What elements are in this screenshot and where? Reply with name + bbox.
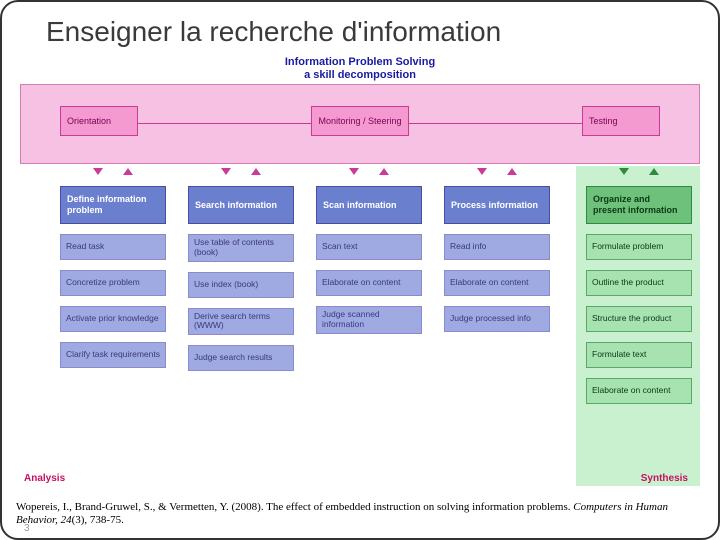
sub-box: Read task [60, 234, 166, 260]
synthesis-label: Synthesis [641, 473, 688, 484]
citation: Wopereis, I., Brand-Gruwel, S., & Vermet… [16, 501, 704, 529]
sub-box: Scan text [316, 234, 422, 260]
sub-box: Use index (book) [188, 272, 294, 298]
reg-connector [138, 123, 311, 124]
arrow-down-icon [93, 168, 103, 175]
sub-box: Judge search results [188, 345, 294, 371]
sub-box: Clarify task requirements [60, 342, 166, 368]
phase-columns: Define information problem Read task Con… [60, 186, 692, 404]
arrows [444, 168, 550, 175]
diagram-title: Information Problem Solving a skill deco… [16, 56, 704, 81]
diagram-title-line1: Information Problem Solving [285, 56, 435, 68]
sub-box: Derive search terms (WWW) [188, 308, 294, 336]
arrows [188, 168, 294, 175]
slide-frame: Enseigner la recherche d'information Inf… [0, 0, 720, 540]
arrow-down-icon [477, 168, 487, 175]
diagram-title-line2: a skill decomposition [304, 69, 416, 81]
sub-box: Outline the product [586, 270, 692, 296]
citation-authors: Wopereis, I., Brand-Gruwel, S., & Vermet… [16, 501, 573, 513]
arrows [60, 168, 166, 175]
phase-scan: Scan information [316, 186, 422, 224]
arrow-up-icon [251, 168, 261, 175]
sub-box: Elaborate on content [444, 270, 550, 296]
arrow-up-icon [379, 168, 389, 175]
sub-box: Read info [444, 234, 550, 260]
arrow-down-icon [349, 168, 359, 175]
col-search: Search information Use table of contents… [188, 186, 294, 404]
sub-box: Activate prior knowledge [60, 306, 166, 332]
sub-box: Judge processed info [444, 306, 550, 332]
ips-diagram: Information Problem Solving a skill deco… [16, 56, 704, 486]
arrow-up-icon [507, 168, 517, 175]
sub-box: Concretize problem [60, 270, 166, 296]
sub-box: Structure the product [586, 306, 692, 332]
monitoring-box: Monitoring / Steering [311, 106, 408, 136]
orientation-box: Orientation [60, 106, 138, 136]
arrows [586, 168, 692, 175]
phase-organize: Organize and present information [586, 186, 692, 224]
regulation-row: Orientation Monitoring / Steering Testin… [60, 106, 660, 140]
testing-box: Testing [582, 106, 660, 136]
sub-box: Elaborate on content [316, 270, 422, 296]
sub-box: Formulate problem [586, 234, 692, 260]
sub-box: Judge scanned information [316, 306, 422, 334]
col-define: Define information problem Read task Con… [60, 186, 166, 404]
col-scan: Scan information Scan text Elaborate on … [316, 186, 422, 404]
sub-box: Elaborate on content [586, 378, 692, 404]
phase-process: Process information [444, 186, 550, 224]
phase-search: Search information [188, 186, 294, 224]
arrow-up-icon [649, 168, 659, 175]
col-process: Process information Read info Elaborate … [444, 186, 550, 404]
slide-title: Enseigner la recherche d'information [46, 16, 704, 48]
analysis-label: Analysis [24, 473, 65, 484]
citation-rest: (3), 738-75. [72, 514, 124, 526]
reg-connector [409, 123, 582, 124]
arrow-up-icon [123, 168, 133, 175]
arrow-down-icon [619, 168, 629, 175]
sub-box: Use table of contents (book) [188, 234, 294, 262]
col-organize: Organize and present information Formula… [586, 186, 692, 404]
arrow-down-icon [221, 168, 231, 175]
sub-box: Formulate text [586, 342, 692, 368]
phase-define: Define information problem [60, 186, 166, 224]
arrows [316, 168, 422, 175]
